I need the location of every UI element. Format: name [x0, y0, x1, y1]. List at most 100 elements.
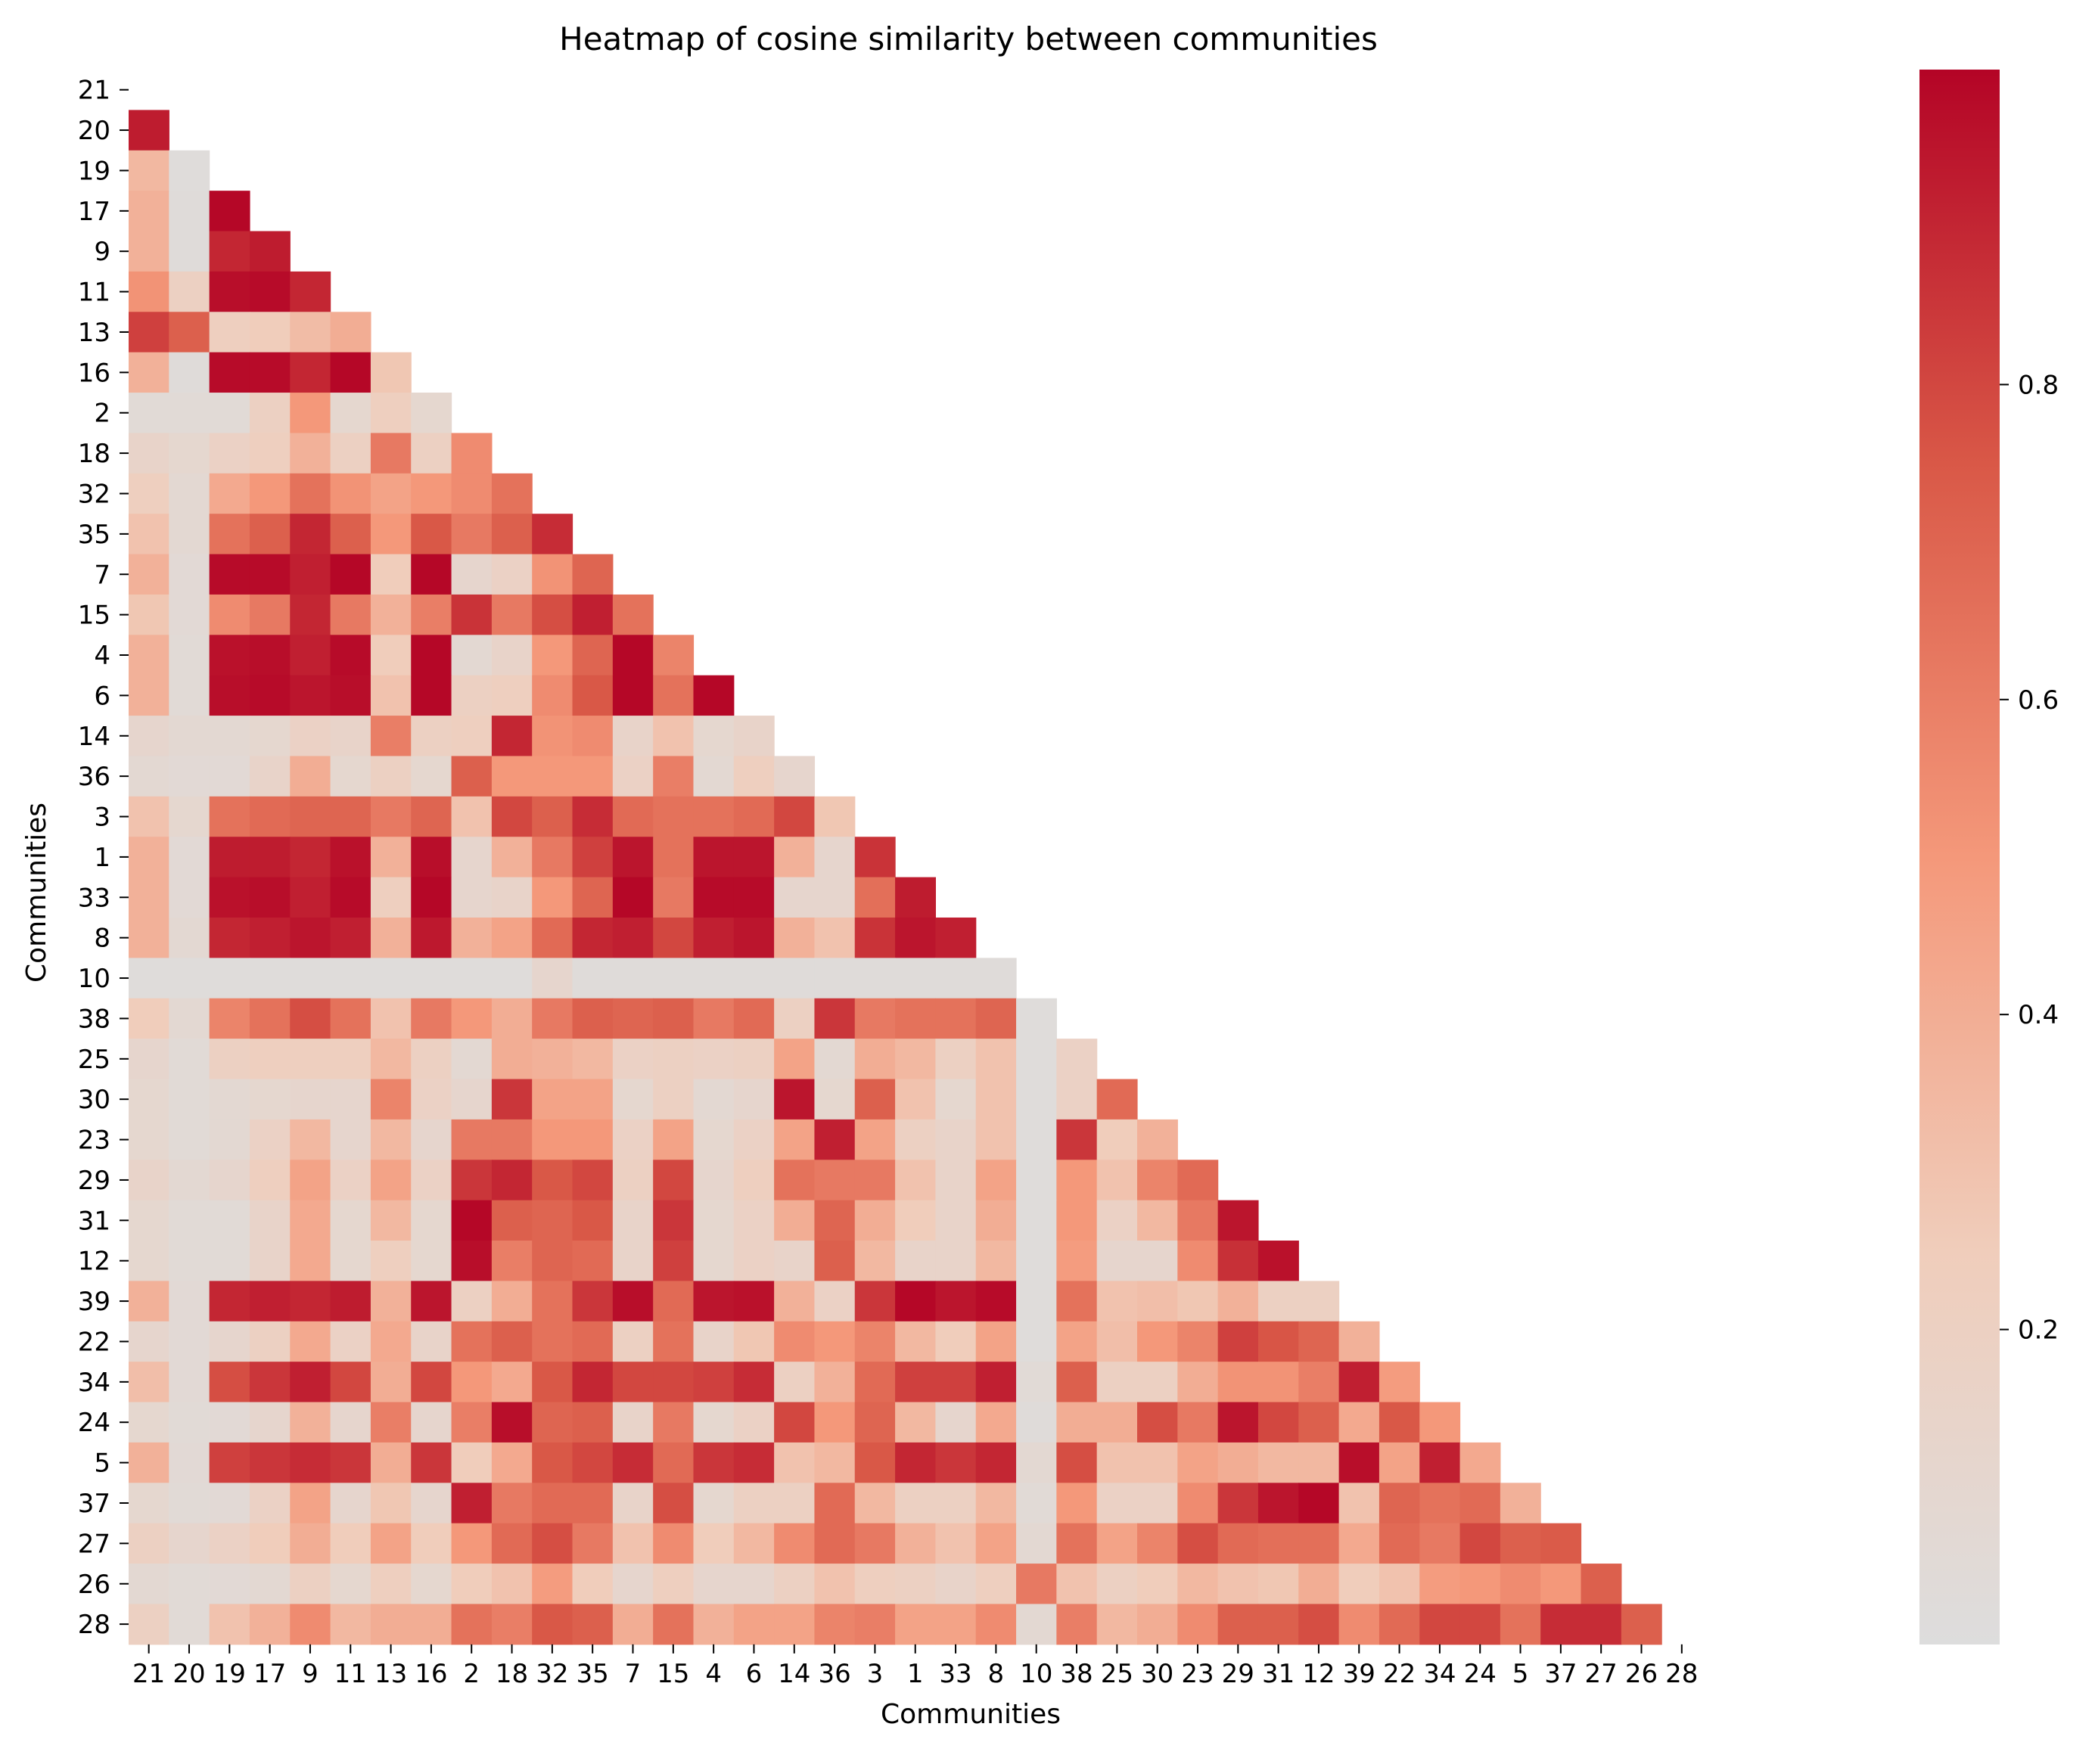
heatmap-cell [814, 837, 856, 878]
heatmap-cell [209, 1564, 250, 1605]
heatmap-cell [1056, 1604, 1098, 1645]
heatmap-cell [572, 1442, 614, 1483]
heatmap-cell [1419, 1523, 1461, 1564]
heatmap-cell [451, 1523, 493, 1564]
heatmap-cell [370, 958, 412, 999]
heatmap-cell [1177, 1321, 1219, 1362]
heatmap-cell [330, 1604, 371, 1645]
heatmap-cell [814, 1523, 856, 1564]
heatmap-cell [653, 917, 695, 958]
heatmap-cell [209, 1483, 250, 1524]
heatmap-cell [1459, 1523, 1501, 1564]
heatmap-cell [895, 998, 936, 1039]
x-tick-label: 11 [334, 1659, 367, 1689]
heatmap-cell [290, 1039, 331, 1080]
heatmap-cell [129, 756, 169, 797]
heatmap-cell [290, 877, 331, 918]
heatmap-cell [774, 1604, 816, 1645]
heatmap-cell [1338, 1442, 1380, 1483]
heatmap-cell [532, 1604, 573, 1645]
heatmap-cell [1459, 1564, 1501, 1605]
heatmap-cell [572, 1241, 614, 1281]
heatmap-cell [814, 998, 856, 1039]
heatmap-cell [895, 877, 936, 918]
heatmap-cell [1459, 1483, 1501, 1524]
heatmap-cell [169, 191, 210, 232]
heatmap-cell [1257, 1402, 1299, 1443]
heatmap-cell [895, 1442, 936, 1483]
heatmap-cell [451, 1241, 493, 1281]
heatmap-cell [774, 1402, 816, 1443]
x-tick-label: 32 [536, 1659, 568, 1689]
heatmap-cell [693, 1483, 735, 1524]
heatmap-cell [854, 877, 896, 918]
heatmap-cell [209, 231, 250, 272]
heatmap-cell [612, 877, 654, 918]
heatmap-cell [895, 1402, 936, 1443]
heatmap-cell [169, 393, 210, 434]
heatmap-cell [370, 1079, 412, 1120]
heatmap-cell [532, 1483, 573, 1524]
heatmap-cell [129, 312, 169, 353]
heatmap-cell [290, 675, 331, 716]
heatmap-cell [491, 958, 533, 999]
heatmap-cell [975, 1241, 1017, 1281]
heatmap-cell [532, 1321, 573, 1362]
x-tick-label: 36 [818, 1659, 850, 1689]
x-tick-label: 5 [1512, 1659, 1529, 1689]
heatmap-cell [653, 1402, 695, 1443]
heatmap-cell [370, 1362, 412, 1403]
x-tick-label: 10 [1020, 1659, 1052, 1689]
heatmap-cell [129, 837, 169, 878]
heatmap-cell [733, 1483, 775, 1524]
heatmap-cell [249, 352, 291, 393]
heatmap-cell [491, 1079, 533, 1120]
heatmap-cell [249, 1281, 291, 1322]
heatmap-cell [451, 1564, 493, 1605]
heatmap-cell [330, 1402, 371, 1443]
colorbar-tick-label: 0.6 [2018, 685, 2059, 716]
x-tick-label: 6 [746, 1659, 763, 1689]
heatmap-cell [1500, 1523, 1541, 1564]
heatmap-cell [129, 1160, 169, 1201]
heatmap-cell [733, 1564, 775, 1605]
colorbar-tick-label: 0.8 [2018, 370, 2059, 400]
heatmap-cell [532, 1402, 573, 1443]
heatmap-cell [491, 1483, 533, 1524]
heatmap-cell [129, 1039, 169, 1080]
heatmap-cell [491, 1321, 533, 1362]
heatmap-cell [491, 1119, 533, 1160]
heatmap-cell [129, 1362, 169, 1403]
heatmap-cell [209, 837, 250, 878]
heatmap-cell [693, 877, 735, 918]
heatmap-cell [814, 1119, 856, 1160]
heatmap-cell [169, 675, 210, 716]
heatmap-cell [1459, 1442, 1501, 1483]
heatmap-cell [451, 554, 493, 595]
heatmap-cell [1177, 1241, 1219, 1281]
heatmap-cell [1177, 1362, 1219, 1403]
heatmap-cell [169, 1241, 210, 1281]
heatmap-cell [209, 352, 250, 393]
heatmap-cell [975, 1564, 1017, 1605]
heatmap-cell [1379, 1523, 1420, 1564]
heatmap-cell [290, 1160, 331, 1201]
heatmap-cell [209, 312, 250, 353]
heatmap-cell [895, 1281, 936, 1322]
heatmap-cell [572, 1160, 614, 1201]
x-tick-label: 34 [1423, 1659, 1456, 1689]
heatmap-cell [249, 393, 291, 434]
heatmap-cell [1096, 1564, 1138, 1605]
heatmap-cell [330, 675, 371, 716]
heatmap-cell [330, 1039, 371, 1080]
heatmap-cell [249, 958, 291, 999]
heatmap-cell [330, 1200, 371, 1241]
heatmap-cell [290, 756, 331, 797]
heatmap-cell [370, 352, 412, 393]
heatmap-cell [411, 393, 452, 434]
heatmap-cell [895, 1160, 936, 1201]
heatmap-cell [209, 716, 250, 757]
heatmap-cell [1016, 1281, 1057, 1322]
heatmap-cell [451, 1402, 493, 1443]
heatmap-cell [249, 877, 291, 918]
